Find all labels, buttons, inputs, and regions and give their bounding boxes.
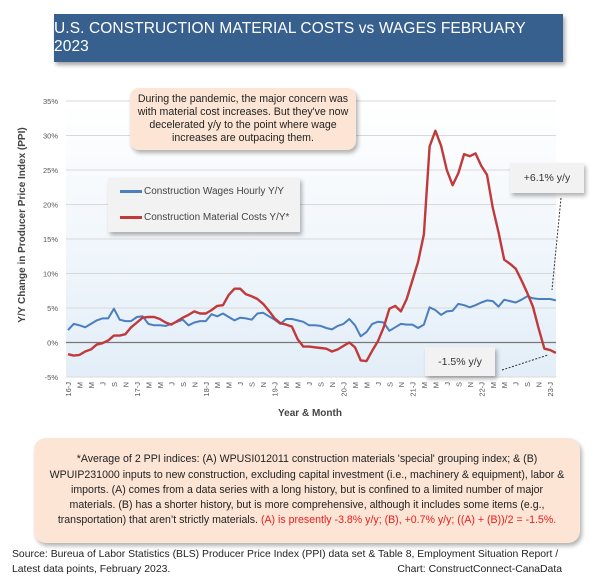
- x-tick-label: M: [294, 382, 303, 388]
- x-tick-label: M: [213, 382, 222, 388]
- x-tick-label: S: [523, 382, 532, 387]
- materials-callout: -1.5% y/y: [425, 347, 495, 376]
- source-line1: Source: Bureua of Labor Statistics (BLS)…: [12, 549, 559, 560]
- wages-series-line: [67, 295, 557, 338]
- x-tick-label: J: [236, 382, 245, 386]
- legend-swatch-wages: [120, 190, 142, 193]
- y-tick-label: -5%: [45, 373, 59, 382]
- x-tick-label: S: [110, 382, 119, 387]
- x-tick-label: N: [328, 382, 337, 387]
- x-tick-label: N: [190, 382, 199, 387]
- x-tick-label: J: [98, 382, 107, 386]
- x-tick-label: M: [225, 382, 234, 388]
- x-tick-label: M: [87, 382, 96, 388]
- x-tick-label: M: [362, 382, 371, 388]
- source-line2: Latest data points, February 2023.: [12, 563, 171, 575]
- y-tick-label: 35%: [43, 97, 58, 106]
- x-tick-label: 18-J: [202, 382, 211, 397]
- x-tick-label: 20-J: [340, 382, 349, 397]
- legend-label-materials: Construction Material Costs Y/Y*: [144, 212, 290, 223]
- x-tick-label: 22-J: [477, 382, 486, 397]
- x-tick-label: M: [75, 382, 84, 388]
- x-tick-label: J: [374, 382, 383, 386]
- legend: Construction Wages Hourly Y/Y Constructi…: [108, 178, 300, 232]
- x-tick-label: N: [535, 382, 544, 387]
- pandemic-note: During the pandemic, the major concern w…: [130, 88, 356, 150]
- x-tick-label: 21-J: [408, 382, 417, 397]
- x-tick-label: 17-J: [133, 382, 142, 397]
- x-tick-label: M: [489, 382, 498, 388]
- footnote-box: *Average of 2 PPI indices: (A) WPUSI0120…: [34, 438, 580, 543]
- x-tick-label: M: [156, 382, 165, 388]
- y-tick-label: 25%: [43, 166, 58, 175]
- y-tick-label: 20%: [43, 201, 58, 210]
- x-tick-label: 23-J: [546, 382, 555, 397]
- x-tick-label: M: [500, 382, 509, 388]
- x-tick-label: J: [167, 382, 176, 386]
- x-tick-label: N: [259, 382, 268, 387]
- footnote-highlight: (A) is presently -3.8% y/y; (B), +0.7% y…: [260, 514, 557, 527]
- x-tick-label: J: [443, 382, 452, 386]
- chart-credit: Chart: ConstructConnect-CanaData: [397, 563, 562, 575]
- wages-callout: +6.1% y/y: [510, 163, 584, 193]
- x-tick-label: N: [466, 382, 475, 387]
- pandemic-note-text: During the pandemic, the major concern w…: [137, 92, 349, 145]
- materials-callout-text: -1.5% y/y: [438, 355, 482, 368]
- legend-item-wages: Construction Wages Hourly Y/Y: [120, 186, 284, 197]
- x-tick-label: N: [397, 382, 406, 387]
- x-tick-label: N: [121, 382, 130, 387]
- y-axis-title: Y/Y Change in Producer Price Index (PPI): [17, 127, 28, 322]
- x-tick-label: M: [144, 382, 153, 388]
- x-tick-label: S: [179, 382, 188, 387]
- legend-label-wages: Construction Wages Hourly Y/Y: [144, 186, 285, 197]
- x-tick-label: 16-J: [64, 382, 73, 397]
- y-tick-label: 5%: [47, 304, 58, 313]
- x-tick-label: S: [385, 382, 394, 387]
- wages-callout-text: +6.1% y/y: [523, 172, 571, 184]
- y-tick-label: 15%: [43, 235, 58, 244]
- x-tick-label: S: [248, 382, 257, 387]
- source-text: Source: Bureua of Labor Statistics (BLS)…: [12, 548, 562, 577]
- footnote-text: *Average of 2 PPI indices: (A) WPUSI0120…: [49, 453, 565, 527]
- materials-callout-leader: [501, 354, 549, 371]
- x-tick-label: J: [512, 382, 521, 386]
- wages-callout-leader: [551, 197, 562, 291]
- legend-swatch-materials: [120, 216, 142, 219]
- x-tick-label: 19-J: [271, 382, 280, 397]
- materials-series-line: [67, 129, 557, 363]
- chart-title: U.S. CONSTRUCTION MATERIAL COSTS vs WAGE…: [54, 14, 563, 62]
- x-tick-label: S: [317, 382, 326, 387]
- x-tick-label: S: [454, 382, 463, 387]
- legend-item-materials: Construction Material Costs Y/Y*: [120, 212, 289, 223]
- x-tick-label: M: [282, 382, 291, 388]
- x-tick-label: M: [431, 382, 440, 388]
- chart-title-text: U.S. CONSTRUCTION MATERIAL COSTS vs WAGE…: [54, 20, 526, 55]
- y-tick-label: 30%: [43, 132, 58, 141]
- y-tick-label: 0%: [47, 339, 58, 348]
- x-tick-label: M: [351, 382, 360, 388]
- x-axis-title: Year & Month: [278, 408, 342, 419]
- y-tick-label: 10%: [43, 270, 58, 279]
- x-tick-label: J: [305, 382, 314, 386]
- x-tick-label: M: [420, 382, 429, 388]
